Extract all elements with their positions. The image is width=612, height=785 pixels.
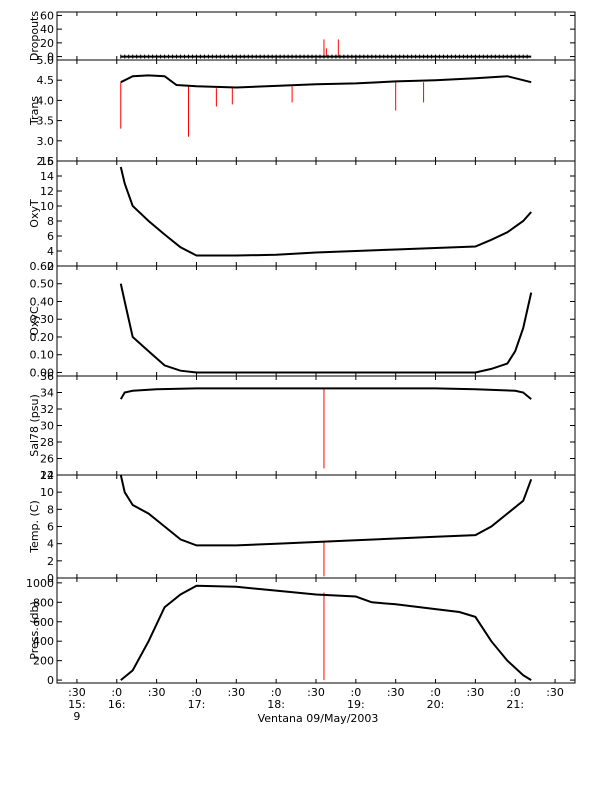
y-axis-label: Trans [28, 96, 41, 126]
y-tick-label: 600 [33, 616, 54, 629]
y-tick-label: 4.0 [37, 94, 55, 107]
series-line [120, 74, 532, 89]
x-axis: :3015:9:016::30:017::30:018::30:019::30:… [68, 686, 564, 723]
x-tick-label: :30 [68, 686, 86, 699]
panel-frame [56, 265, 576, 377]
series-line [120, 584, 532, 681]
y-axis-label: OxyC [28, 306, 41, 336]
series-line [119, 387, 532, 400]
y-tick-label: 4 [47, 245, 54, 258]
panel-4: 36 34 32 30 28 26 24 Sal78 (psu) [28, 370, 576, 482]
y-tick-label: 30 [40, 420, 54, 433]
x-tick-label: 19: [347, 698, 365, 711]
x-tick-label: 20: [427, 698, 445, 711]
y-tick-label: 3.0 [37, 135, 55, 148]
series-line [119, 166, 532, 257]
y-tick-label: 20 [40, 37, 54, 50]
y-tick-label: 36 [40, 370, 54, 383]
panel-frame [56, 11, 576, 61]
y-tick-label: 3.5 [37, 115, 55, 128]
y-axis-label: Temp. (C) [28, 500, 41, 554]
x-tick-label: 18: [267, 698, 285, 711]
y-tick-label: 14 [40, 170, 54, 183]
x-tick-label: :30 [227, 686, 245, 699]
y-tick-label: 200 [33, 655, 54, 668]
x-tick-label: 17: [188, 698, 206, 711]
panel-frame [56, 160, 576, 267]
x-tick-label: :0 [350, 686, 361, 699]
x-tick-label: :30 [307, 686, 325, 699]
y-tick-label: 28 [40, 436, 54, 449]
y-tick-label: 0 [47, 674, 54, 687]
y-tick-label: 4.5 [37, 74, 55, 87]
x-tick-label: :0 [111, 686, 122, 699]
y-tick-label: 0 [47, 51, 54, 64]
y-tick-label: 2 [47, 555, 54, 568]
y-tick-label: 0.20 [30, 331, 55, 344]
y-axis-label: Press. (db) [28, 601, 41, 660]
y-tick-label: 5.0 [37, 54, 55, 67]
series-line [119, 283, 533, 374]
x-axis-label: Ventana 09/May/2003 [258, 712, 379, 725]
x-tick-label: :30 [467, 686, 485, 699]
y-tick-label: 60 [40, 9, 54, 22]
x-tick-label: :0 [510, 686, 521, 699]
y-tick-label: 10 [40, 200, 54, 213]
y-tick-label: 16 [40, 155, 54, 168]
x-tick-label: 16: [108, 698, 126, 711]
y-tick-label: 6 [47, 521, 54, 534]
y-tick-label: 40 [40, 23, 54, 36]
y-tick-label: 24 [40, 469, 54, 482]
y-tick-label: 34 [40, 387, 54, 400]
panel-5: 12 10 8 6 4 2 0 Temp. (C) [28, 469, 576, 585]
x-tick-label: :30 [148, 686, 166, 699]
y-tick-label: 0.00 [30, 366, 55, 379]
panel-2: 16 14 12 10 8 6 4 2 OxyT [28, 155, 576, 273]
y-tick-label: 8 [47, 215, 54, 228]
y-axis-label: Sal78 (psu) [28, 394, 41, 457]
y-tick-label: 400 [33, 635, 54, 648]
x-tick-label: 21: [506, 698, 524, 711]
x-tick-label: :30 [387, 686, 405, 699]
y-tick-label: 4 [47, 538, 54, 551]
y-tick-label: 2.5 [37, 155, 55, 168]
y-tick-label: 6 [47, 230, 54, 243]
y-tick-label: 12 [40, 469, 54, 482]
panel-6: 1000 800 600 400 200 0 Press. (db) [26, 577, 576, 687]
y-tick-label: 10 [40, 486, 54, 499]
y-axis-label: OxyT [28, 199, 41, 228]
y-tick-label: 32 [40, 403, 54, 416]
x-tick-label: :0 [430, 686, 441, 699]
series-line [119, 474, 533, 547]
y-tick-label: 8 [47, 503, 54, 516]
y-tick-label: 0.30 [30, 313, 55, 326]
x-tick-label: 15: [68, 698, 86, 711]
x-tick-label: 9 [73, 710, 80, 723]
x-tick-label: :30 [546, 686, 564, 699]
y-axis-label: Dropouts [28, 11, 41, 61]
y-tick-label: 0.60 [30, 260, 55, 273]
y-tick-label: 800 [33, 596, 54, 609]
chart-panels: 6040200Dropouts5.04.54.03.53.02.5Trans16… [26, 9, 576, 687]
y-tick-label: 0.10 [30, 349, 55, 362]
x-tick-label: :0 [271, 686, 282, 699]
panel-1: 5.0 4.5 4.0 3.5 3.0 2.5 Trans [28, 54, 576, 168]
y-tick-label: 0 [47, 572, 54, 585]
y-tick-label: 26 [40, 453, 54, 466]
y-tick-label: 0.40 [30, 295, 55, 308]
panel-3: 0.60 0.50 0.40 0.30 0.20 0.10 0.00 OxyC [28, 260, 576, 379]
x-tick-label: :0 [191, 686, 202, 699]
y-tick-label: 12 [40, 185, 54, 198]
y-tick-label: 1000 [26, 577, 54, 590]
y-tick-label: 0.50 [30, 278, 55, 291]
y-tick-label: 2 [47, 260, 54, 273]
panel-frame [56, 474, 576, 579]
